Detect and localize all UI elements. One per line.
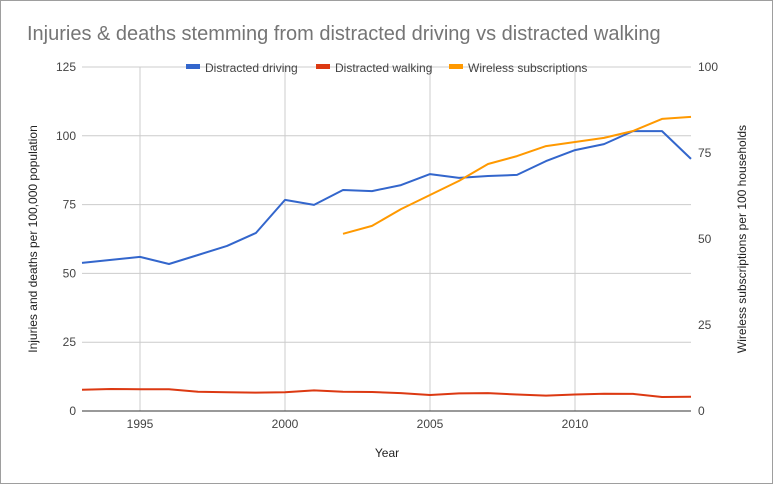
legend-label: Distracted walking [335, 61, 432, 75]
y-tick-label-right: 50 [698, 232, 712, 246]
y-tick-label-right: 0 [698, 404, 705, 418]
y-tick-label-left: 125 [56, 60, 76, 74]
y-tick-label-left: 0 [69, 404, 76, 418]
y-axis-title-right: Wireless subscriptions per 100 household… [735, 125, 749, 353]
x-tick-label: 2000 [272, 417, 299, 431]
gridlines [82, 66, 691, 411]
y-tick-label-left: 100 [56, 129, 76, 143]
y-tick-label-right: 75 [698, 146, 712, 160]
series-line-distracted-driving [81, 130, 692, 265]
x-tick-label: 2010 [562, 417, 589, 431]
x-axis-title: Year [375, 446, 399, 460]
series-line-wireless-subscriptions [342, 115, 692, 235]
chart-title: Injuries & deaths stemming from distract… [27, 23, 661, 45]
y-axis-title-left: Injuries and deaths per 100,000 populati… [26, 125, 40, 353]
x-tick-label: 1995 [127, 417, 154, 431]
y-tick-label-left: 75 [63, 198, 77, 212]
legend-swatch [186, 64, 200, 69]
axes: 0 25 50 75 100 125 0 25 50 75 100 1995 2000 2005 2010 [56, 60, 718, 431]
legend-label: Distracted driving [205, 61, 298, 75]
legend: Distracted driving Distracted walking Wire… [186, 61, 587, 75]
legend-swatch [316, 64, 330, 69]
y-tick-label-left: 25 [63, 335, 77, 349]
y-tick-label-right: 100 [698, 60, 718, 74]
legend-swatch [449, 64, 463, 69]
series-lines [81, 115, 692, 398]
x-tick-label: 2005 [417, 417, 444, 431]
series-line-distracted-walking [81, 388, 692, 398]
legend-label: Wireless subscriptions [468, 61, 587, 75]
y-tick-label-right: 25 [698, 318, 712, 332]
y-tick-label-left: 50 [63, 266, 77, 280]
